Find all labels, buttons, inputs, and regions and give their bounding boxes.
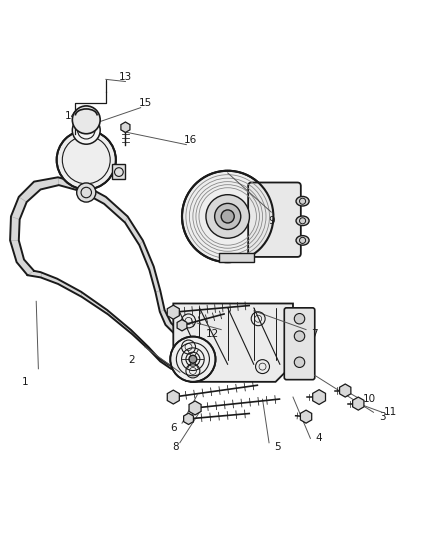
Text: 5: 5: [275, 442, 281, 452]
Polygon shape: [173, 303, 293, 382]
FancyBboxPatch shape: [248, 182, 301, 257]
Polygon shape: [167, 305, 179, 319]
Ellipse shape: [296, 236, 309, 245]
Text: 14: 14: [64, 111, 78, 122]
Text: 1: 1: [22, 377, 28, 387]
Text: 9: 9: [268, 216, 275, 226]
Circle shape: [72, 116, 100, 144]
Circle shape: [294, 331, 305, 341]
Text: 10: 10: [363, 394, 376, 404]
Polygon shape: [113, 164, 125, 180]
Circle shape: [294, 357, 305, 367]
Polygon shape: [177, 320, 187, 331]
Polygon shape: [167, 390, 179, 404]
Polygon shape: [10, 177, 201, 372]
Polygon shape: [313, 390, 325, 405]
Circle shape: [57, 130, 116, 189]
Circle shape: [294, 313, 305, 324]
Text: 2: 2: [129, 355, 135, 365]
Circle shape: [170, 336, 215, 382]
Circle shape: [206, 195, 250, 238]
Text: 15: 15: [138, 98, 152, 108]
Circle shape: [182, 171, 273, 262]
Ellipse shape: [296, 216, 309, 225]
Text: 6: 6: [170, 423, 177, 433]
Circle shape: [221, 210, 234, 223]
Text: 16: 16: [184, 135, 198, 146]
Circle shape: [72, 106, 100, 134]
Polygon shape: [219, 254, 254, 262]
Polygon shape: [300, 410, 312, 423]
Text: 12: 12: [206, 329, 219, 339]
Text: 7: 7: [311, 329, 318, 339]
Text: 3: 3: [379, 411, 385, 422]
Ellipse shape: [296, 197, 309, 206]
FancyBboxPatch shape: [284, 308, 315, 379]
Polygon shape: [189, 401, 201, 415]
Circle shape: [77, 183, 96, 202]
Text: 11: 11: [384, 407, 398, 417]
Polygon shape: [339, 384, 351, 397]
Text: 8: 8: [172, 442, 179, 452]
Text: 13: 13: [119, 72, 132, 82]
Circle shape: [215, 204, 241, 230]
Text: 4: 4: [316, 433, 322, 443]
Circle shape: [189, 356, 197, 363]
Polygon shape: [353, 397, 364, 410]
Polygon shape: [184, 413, 194, 424]
Polygon shape: [121, 122, 130, 133]
